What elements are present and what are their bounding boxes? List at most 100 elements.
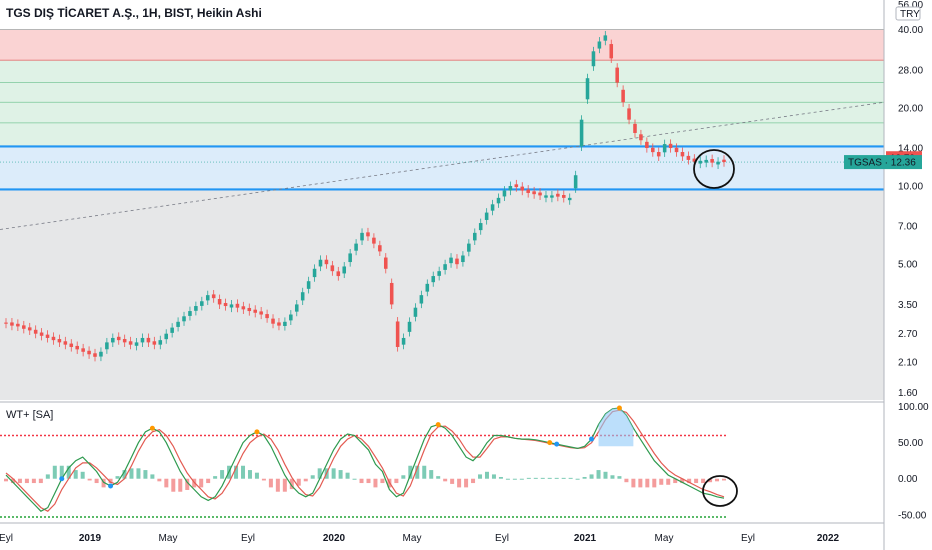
price-tick-label: 2.70 (898, 329, 918, 340)
candle (478, 223, 483, 231)
cross-dot-5 (547, 440, 553, 446)
grey-zone (0, 189, 884, 400)
histogram-bar (450, 478, 455, 484)
candle (526, 189, 530, 193)
histogram-bar (457, 478, 462, 488)
histogram-bar (708, 478, 713, 483)
price-tick-label: 1.60 (898, 388, 918, 399)
candle (520, 186, 525, 191)
histogram-bar (561, 477, 566, 479)
histogram-bar (715, 478, 720, 482)
candle (360, 232, 364, 241)
histogram-bar (31, 478, 36, 484)
histogram-bar (345, 472, 350, 479)
candle (105, 342, 109, 350)
histogram-bar (185, 478, 190, 490)
histogram-bar (680, 478, 685, 484)
candle (22, 325, 26, 329)
candle (51, 336, 56, 341)
candle (122, 339, 127, 343)
histogram-bar (652, 478, 657, 488)
candle (259, 311, 263, 315)
price-tick-label: 10.00 (898, 181, 923, 192)
candle (686, 155, 691, 160)
histogram-bar (673, 478, 678, 484)
candle (63, 341, 68, 345)
time-tick-label: May (159, 533, 178, 544)
histogram-bar (108, 478, 113, 484)
candle (680, 152, 685, 157)
candle (146, 337, 151, 343)
histogram-bar (366, 478, 371, 484)
candle (425, 283, 430, 292)
histogram-bar (547, 477, 552, 479)
candle (437, 271, 441, 276)
price-pane[interactable] (0, 0, 885, 400)
histogram-bar (310, 475, 315, 479)
histogram-bar (575, 478, 580, 480)
histogram-bar (122, 470, 127, 479)
candle (27, 327, 32, 331)
candle (235, 303, 240, 308)
candle (241, 306, 246, 310)
candle (324, 259, 329, 265)
candle (484, 212, 489, 220)
histogram-bar (610, 475, 615, 479)
candle (710, 159, 714, 163)
histogram-bar (331, 468, 336, 479)
candle (164, 333, 168, 340)
candle (633, 123, 637, 133)
oscillator-pane[interactable] (0, 401, 884, 522)
candle (300, 292, 305, 301)
zone-1 (0, 60, 884, 147)
time-tick-label: Eyl (241, 533, 255, 544)
candle (152, 341, 157, 345)
candle (200, 301, 204, 306)
candle (615, 67, 619, 83)
histogram-bar (505, 478, 510, 480)
histogram-bar (631, 478, 636, 488)
histogram-bar (429, 470, 434, 479)
candle (306, 281, 311, 289)
time-tick-label: May (403, 533, 422, 544)
histogram-bar (596, 470, 601, 479)
time-tick-label: Eyl (495, 533, 509, 544)
histogram-bar (484, 471, 489, 479)
histogram-bar (359, 478, 364, 484)
histogram-bar (659, 478, 664, 485)
histogram-bar (94, 478, 99, 484)
osc-tick-label: 50.00 (898, 438, 923, 449)
histogram-bar (10, 478, 15, 484)
histogram-bar (234, 465, 239, 479)
candle (194, 306, 198, 311)
histogram-bar (603, 471, 608, 479)
candle (205, 295, 210, 301)
candle (579, 119, 584, 147)
candle (176, 321, 180, 327)
indicator-title: WT+ [SA] (6, 409, 54, 421)
candle (490, 204, 495, 211)
candle (372, 237, 376, 244)
histogram-bar (171, 478, 176, 492)
time-tick-label: Eyl (0, 533, 13, 544)
candle (289, 314, 293, 321)
candle (4, 322, 8, 324)
candle (716, 161, 720, 165)
histogram-bar (373, 478, 378, 488)
histogram-bar (589, 474, 594, 479)
time-tick-label: 2020 (323, 533, 346, 544)
histogram-bar (143, 470, 148, 479)
candle (182, 316, 186, 322)
histogram-bar (73, 470, 78, 479)
histogram-bar (666, 478, 671, 485)
histogram-bar (554, 477, 559, 479)
candle (431, 276, 436, 283)
time-tick-label: 2022 (817, 533, 840, 544)
histogram-bar (701, 478, 706, 484)
price-tick-top: 56.00 (898, 0, 923, 11)
candle (318, 259, 323, 267)
candle (69, 343, 74, 347)
candle (294, 304, 299, 312)
histogram-bar (150, 474, 155, 479)
